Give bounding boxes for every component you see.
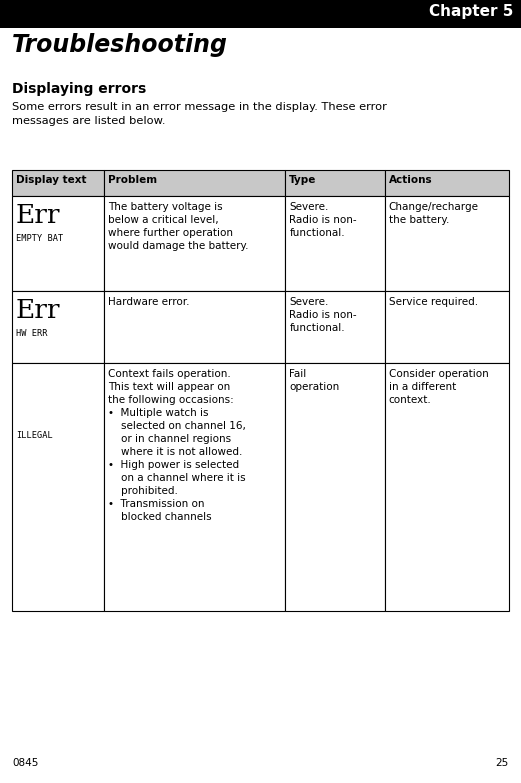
Text: Displaying errors: Displaying errors	[12, 82, 146, 96]
Bar	[104, 170, 286, 196]
Text: Change/recharge
the battery.: Change/recharge the battery.	[389, 202, 479, 225]
Bar	[0, 0, 521, 28]
Bar	[286, 196, 384, 291]
Text: The battery voltage is
below a critical level,
where further operation
would dam: The battery voltage is below a critical …	[108, 202, 249, 251]
Bar	[286, 291, 384, 363]
Bar	[12, 170, 104, 196]
Text: 0845: 0845	[12, 758, 39, 768]
Text: Problem: Problem	[108, 175, 157, 185]
Bar	[384, 291, 509, 363]
Text: ILLEGAL: ILLEGAL	[16, 431, 53, 440]
Text: Some errors result in an error message in the display. These error
messages are : Some errors result in an error message i…	[12, 102, 387, 125]
Text: Fail
operation: Fail operation	[289, 369, 340, 392]
Text: Hardware error.: Hardware error.	[108, 297, 190, 307]
Text: Display text: Display text	[16, 175, 86, 185]
Text: Consider operation
in a different
context.: Consider operation in a different contex…	[389, 369, 489, 405]
Bar	[104, 291, 286, 363]
Text: Err: Err	[16, 298, 60, 323]
Bar	[384, 196, 509, 291]
Bar	[286, 170, 384, 196]
Text: EMPTY BAT: EMPTY BAT	[16, 234, 63, 243]
Bar	[384, 170, 509, 196]
Text: Actions: Actions	[389, 175, 432, 185]
Text: 25: 25	[496, 758, 509, 768]
Text: Err: Err	[16, 203, 60, 228]
Bar	[12, 363, 104, 611]
Text: Severe.
Radio is non-
functional.: Severe. Radio is non- functional.	[289, 202, 357, 238]
Text: Service required.: Service required.	[389, 297, 478, 307]
Text: Type: Type	[289, 175, 317, 185]
Bar	[12, 291, 104, 363]
Text: Context fails operation.
This text will appear on
the following occasions:
•  Mu: Context fails operation. This text will …	[108, 369, 246, 522]
Bar	[104, 196, 286, 291]
Text: Severe.
Radio is non-
functional.: Severe. Radio is non- functional.	[289, 297, 357, 333]
Text: Chapter 5: Chapter 5	[429, 4, 513, 19]
Text: HW ERR: HW ERR	[16, 329, 47, 338]
Bar	[12, 196, 104, 291]
Text: Troubleshooting: Troubleshooting	[12, 33, 228, 57]
Bar	[104, 363, 286, 611]
Bar	[384, 363, 509, 611]
Bar	[286, 363, 384, 611]
